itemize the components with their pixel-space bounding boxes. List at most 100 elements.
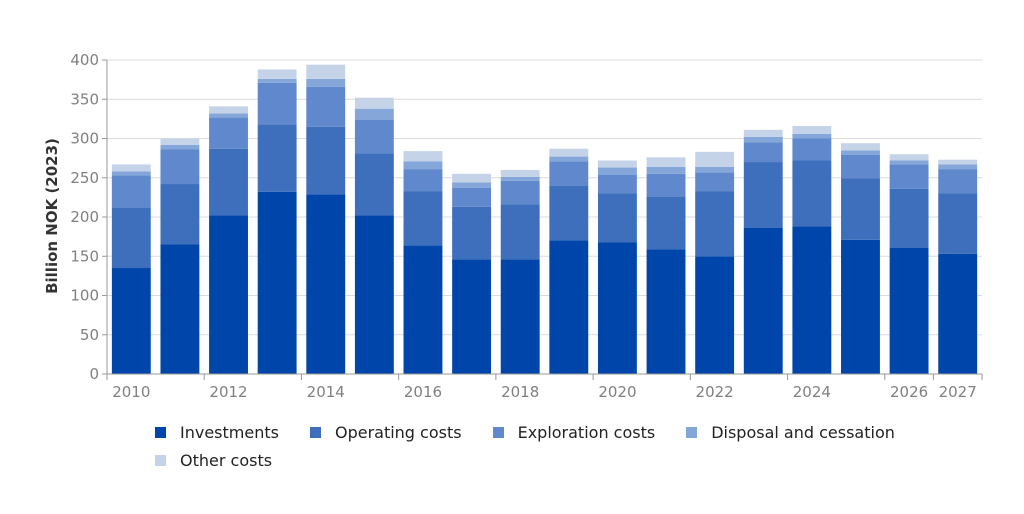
y-tick-label: 300 [70, 130, 99, 148]
bar-segment-operating-costs-2018 [500, 204, 540, 260]
legend-item[interactable]: Other costs [150, 451, 272, 470]
bar-segment-investments-2018 [500, 259, 540, 374]
bar-segment-operating-costs-2023 [743, 162, 783, 228]
bar-segment-investments-2013 [257, 191, 297, 374]
bar-segment-investments-2025 [841, 239, 880, 374]
bar-segment-exploration-costs-2015 [354, 119, 394, 154]
legend-item[interactable]: Exploration costs [488, 422, 656, 442]
legend-item[interactable]: Operating costs [305, 423, 462, 442]
bar-segment-disposal-and-cessation-2021 [646, 166, 686, 174]
bar-segment-operating-costs-2025 [841, 178, 880, 240]
bar-segment-investments-2015 [354, 215, 394, 374]
bar-segment-exploration-costs-2023 [743, 142, 783, 163]
axes: 0 50 100 150 200 250 300 350 400 2010 2012 2014 2016… [70, 51, 983, 401]
bar-segment-investments-2010 [111, 268, 151, 374]
bar-segment-other-costs-2014 [306, 64, 346, 79]
y-tick-label: 400 [70, 51, 99, 69]
bar-segment-other-costs-2016 [403, 151, 443, 162]
legend-item[interactable]: Investments [150, 423, 279, 442]
legend-item[interactable]: Disposal and cessation [681, 423, 895, 442]
legend-swatch [492, 426, 504, 438]
bar-segment-other-costs-2015 [354, 97, 394, 109]
bar-segment-disposal-and-cessation-2015 [354, 108, 394, 120]
bar-segment-disposal-and-cessation-2014 [306, 78, 346, 87]
bar-segment-investments-2023 [743, 227, 783, 374]
bar-segment-exploration-costs-2024 [792, 138, 832, 161]
bar-segment-exploration-costs-2017 [452, 187, 492, 207]
y-tick-label: 150 [70, 247, 99, 265]
bar-segment-investments-2024 [792, 226, 832, 374]
bar-segment-operating-costs-2017 [452, 206, 492, 260]
bar-segment-investments-2017 [452, 259, 492, 374]
bar-segment-investments-2014 [306, 194, 346, 374]
x-tick-label: 2027 [939, 383, 977, 401]
bar-segment-disposal-and-cessation-2011 [160, 144, 200, 150]
y-tick-label: 200 [70, 208, 99, 226]
x-tick-label: 2020 [598, 383, 636, 401]
x-tick-label: 2026 [890, 383, 928, 401]
bar-segment-disposal-and-cessation-2010 [111, 171, 151, 176]
bar-segment-investments-2020 [597, 242, 637, 374]
bar-segment-exploration-costs-2020 [597, 174, 637, 194]
bar-segment-disposal-and-cessation-2016 [403, 161, 443, 170]
y-axis-title: Billion NOK (2023) [43, 138, 61, 294]
bar-segment-operating-costs-2016 [403, 191, 443, 246]
bar-segment-exploration-costs-2021 [646, 173, 686, 197]
bar-segment-operating-costs-2026 [889, 188, 929, 248]
bar-segment-investments-2012 [209, 215, 248, 374]
bar-segment-other-costs-2011 [160, 138, 200, 145]
bar-segment-disposal-and-cessation-2020 [597, 167, 637, 175]
x-tick-label: 2022 [696, 383, 734, 401]
legend-swatch [155, 454, 166, 466]
y-tick-label: 250 [70, 169, 99, 187]
x-tick-label: 2012 [209, 383, 247, 401]
bar-segment-exploration-costs-2013 [257, 82, 297, 125]
bar-segment-other-costs-2021 [646, 157, 686, 167]
legend-row: Other costs [150, 446, 930, 474]
bar-segment-operating-costs-2014 [306, 126, 346, 195]
legend-label: Operating costs [334, 422, 462, 442]
x-tick-label: 2010 [112, 383, 150, 401]
bar-segment-exploration-costs-2016 [403, 169, 443, 192]
legend-label: Disposal and cessation [711, 422, 895, 442]
x-tick-label: 2014 [307, 383, 345, 401]
bar-segment-operating-costs-2012 [209, 148, 248, 216]
bar-segment-investments-2011 [160, 244, 200, 374]
bar-segment-other-costs-2017 [452, 173, 492, 183]
legend-label: Exploration costs [517, 422, 656, 442]
bar-segment-operating-costs-2024 [792, 160, 832, 227]
bar-segment-disposal-and-cessation-2023 [743, 136, 783, 143]
bar-segment-disposal-and-cessation-2026 [889, 160, 929, 165]
bar-segment-operating-costs-2019 [549, 185, 589, 241]
bar-segment-operating-costs-2027 [938, 193, 978, 254]
bar-segment-other-costs-2019 [549, 148, 589, 157]
bar-segment-operating-costs-2010 [111, 207, 151, 269]
gridlines [107, 59, 982, 336]
bar-segment-investments-2022 [695, 256, 735, 374]
bar-segment-operating-costs-2020 [597, 193, 637, 243]
legend: Investments Operating costs Exploration co… [150, 418, 930, 474]
legend-swatch [686, 426, 698, 438]
bar-segment-disposal-and-cessation-2025 [841, 150, 880, 155]
y-tick-label: 100 [70, 287, 99, 305]
y-tick-label: 0 [89, 365, 99, 383]
bar-segment-other-costs-2022 [695, 151, 735, 167]
legend-label: Investments [180, 422, 279, 442]
bar-segment-investments-2016 [403, 245, 443, 374]
bar-segment-disposal-and-cessation-2013 [257, 78, 297, 83]
bar-segment-disposal-and-cessation-2022 [695, 166, 735, 173]
bar-segment-disposal-and-cessation-2024 [792, 133, 832, 139]
bar-segment-operating-costs-2015 [354, 153, 394, 216]
bar-segment-other-costs-2023 [743, 129, 783, 137]
bar-segment-disposal-and-cessation-2027 [938, 164, 978, 170]
bar-segment-exploration-costs-2027 [938, 169, 978, 194]
bar-segment-other-costs-2026 [889, 154, 929, 161]
legend-swatch [309, 426, 321, 438]
bar-segment-other-costs-2018 [500, 169, 540, 177]
bar-segment-exploration-costs-2026 [889, 164, 929, 189]
bar-segment-disposal-and-cessation-2019 [549, 156, 589, 162]
bar-segment-exploration-costs-2012 [209, 117, 248, 149]
bar-segment-disposal-and-cessation-2017 [452, 182, 492, 188]
